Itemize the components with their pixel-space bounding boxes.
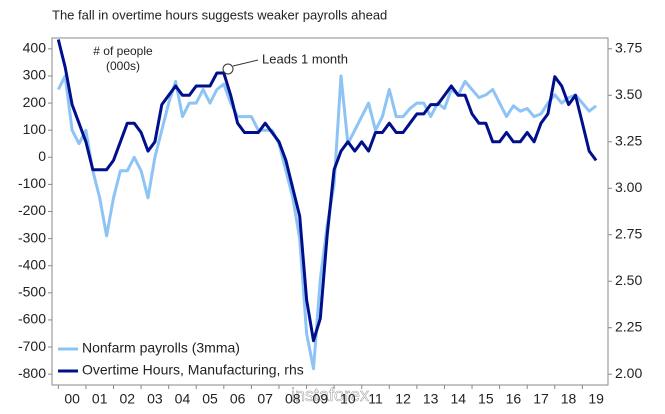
watermark: instaforex — [291, 385, 369, 405]
y2-tick-label: 2.25 — [615, 318, 642, 334]
y-label-box: # of people (000s) — [93, 44, 153, 73]
y-tick-label: 300 — [23, 67, 47, 83]
y-tick-label: -200 — [18, 202, 46, 218]
x-tick-label: 04 — [175, 391, 191, 407]
x-tick-label: 01 — [92, 391, 108, 407]
y-tick-label: 400 — [23, 40, 47, 56]
x-tick-label: 09 — [313, 391, 329, 407]
x-tick-label: 06 — [230, 391, 246, 407]
x-tick-label: 07 — [257, 391, 273, 407]
annotation-circle — [222, 63, 234, 75]
y-tick-label: -700 — [18, 338, 46, 354]
x-tick-label: 00 — [64, 391, 80, 407]
x-tick-label: 15 — [478, 391, 494, 407]
x-tick-label: 19 — [588, 391, 604, 407]
series-line — [56, 39, 598, 343]
y-tick-label: 100 — [23, 121, 47, 137]
legend-label: Overtime Hours, Manufacturing, rhs — [82, 362, 304, 378]
x-tick-label: 14 — [450, 391, 466, 407]
y-tick-label: -100 — [18, 175, 46, 191]
annotation: Leads 1 month — [262, 51, 348, 66]
x-tick-label: 02 — [120, 391, 136, 407]
annotation-pointer — [232, 59, 259, 67]
y2-tick-label: 3.25 — [615, 132, 642, 148]
y2-tick-label: 3.75 — [615, 39, 642, 55]
x-tick-label: 12 — [395, 391, 411, 407]
y-tick-label: -300 — [18, 229, 46, 245]
x-tick-label: 16 — [506, 391, 522, 407]
y2-tick-label: 2.00 — [615, 365, 642, 381]
y-tick-label: -400 — [18, 256, 46, 272]
y2-tick-label: 3.50 — [615, 86, 642, 102]
x-tick-label: 10 — [340, 391, 356, 407]
legend-label: Nonfarm payrolls (3mma) — [82, 340, 240, 356]
y-tick-label: 200 — [23, 94, 47, 110]
y-tick-label: -600 — [18, 311, 46, 327]
x-tick-label: 18 — [561, 391, 577, 407]
x-tick-label: 13 — [423, 391, 439, 407]
y2-tick-label: 3.00 — [615, 179, 642, 195]
y-tick-label: 0 — [38, 148, 46, 164]
y-tick-label: -500 — [18, 284, 46, 300]
y-tick-label: -800 — [18, 365, 46, 381]
y2-tick-label: 2.50 — [615, 272, 642, 288]
y2-tick-label: 2.75 — [615, 225, 642, 241]
x-tick-label: 08 — [285, 391, 301, 407]
x-tick-label: 17 — [533, 391, 549, 407]
chart-title: The fall in overtime hours suggests weak… — [52, 7, 387, 22]
x-tick-label: 05 — [202, 391, 218, 407]
x-tick-label: 03 — [147, 391, 163, 407]
y-label: # of people (000s) — [93, 44, 153, 73]
x-tick-label: 11 — [368, 391, 383, 407]
